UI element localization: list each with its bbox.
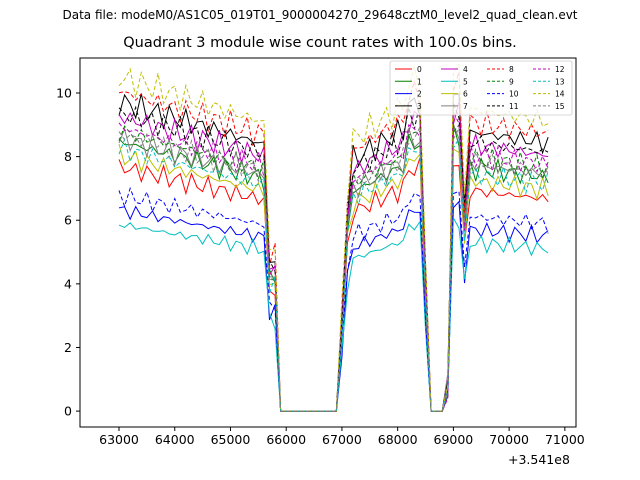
legend-label-4: 4: [463, 65, 468, 74]
axes: 63000 64000 65000 66000 67000 68000 69000 70000…: [56, 57, 585, 447]
series-line-12: [118, 112, 549, 412]
series-line-10: [118, 186, 549, 412]
series-line-4: [118, 101, 549, 412]
x-tick-label: 67000: [322, 432, 362, 447]
x-axis-offset-label: +3.541e8: [508, 452, 570, 467]
x-tick-label: 70000: [489, 432, 529, 447]
legend-label-0: 0: [417, 65, 422, 74]
series-line-9: [118, 123, 549, 412]
series-line-15: [118, 126, 549, 412]
legend-label-5: 5: [463, 77, 468, 86]
legend-label-10: 10: [509, 90, 519, 99]
x-tick-label: 64000: [155, 432, 195, 447]
y-tick-label: 0: [64, 404, 72, 419]
legend-label-14: 14: [555, 90, 565, 99]
legend-label-9: 9: [509, 77, 514, 86]
legend-label-3: 3: [417, 102, 422, 111]
x-tick-label: 63000: [99, 432, 139, 447]
legend-label-2: 2: [417, 90, 422, 99]
legend-label-15: 15: [555, 102, 565, 111]
x-tick-label: 66000: [266, 432, 306, 447]
series-line-7: [118, 124, 549, 412]
legend-label-6: 6: [463, 90, 468, 99]
x-tick-label: 65000: [211, 432, 251, 447]
x-tick-label: 68000: [378, 432, 418, 447]
legend-label-1: 1: [417, 77, 422, 86]
series-line-8: [118, 71, 549, 412]
y-tick-label: 8: [64, 149, 72, 164]
legend-label-8: 8: [509, 65, 514, 74]
series-line-2: [118, 200, 549, 412]
axes-frame: [79, 57, 577, 428]
legend-label-12: 12: [555, 65, 565, 74]
legend-label-13: 13: [555, 77, 565, 86]
y-tick-label: 4: [64, 276, 72, 291]
y-tick-label: 10: [56, 85, 72, 100]
legend-label-11: 11: [509, 102, 519, 111]
series-line-5: [118, 216, 549, 412]
legend-label-7: 7: [463, 102, 468, 111]
series-line-11: [118, 102, 549, 412]
y-tick-label: 2: [64, 340, 72, 355]
legend-box: [389, 60, 573, 116]
series-line-0: [118, 157, 549, 412]
figure-suptitle: Data file: modeM0/AS1C05_019T01_90000042…: [62, 8, 578, 22]
plot-lines: [118, 62, 549, 412]
x-tick-label: 69000: [434, 432, 474, 447]
y-tick-label: 6: [64, 213, 72, 228]
chart-title: Quadrant 3 module wise count rates with …: [123, 35, 517, 51]
x-tick-label: 71000: [545, 432, 585, 447]
